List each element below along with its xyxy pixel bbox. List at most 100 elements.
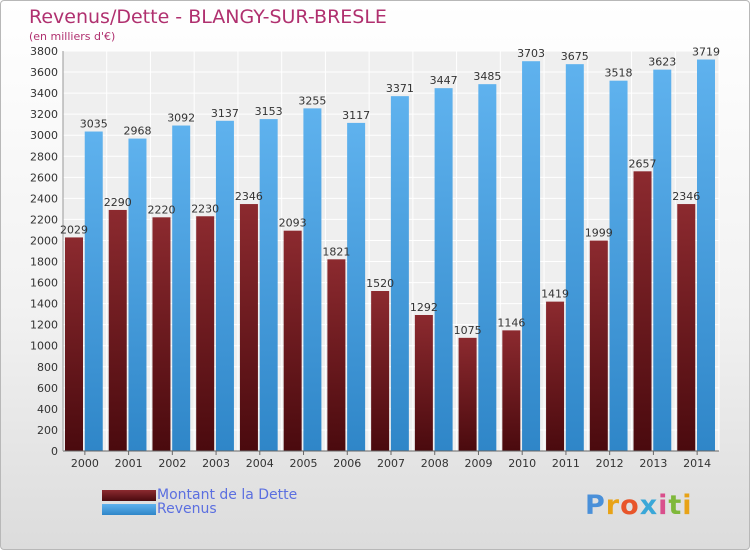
y-tick-label: 3600 <box>30 66 58 79</box>
data-label-debt: 2346 <box>672 190 700 203</box>
x-tick-label: 2011 <box>552 457 580 470</box>
y-tick-label: 3200 <box>30 108 58 121</box>
x-tick-label: 2001 <box>115 457 143 470</box>
legend-label-debt: Montant de la Dette <box>157 487 298 503</box>
y-tick-label: 2800 <box>30 150 58 163</box>
data-label-debt: 1075 <box>454 324 482 337</box>
x-tick-label: 2013 <box>639 457 667 470</box>
y-tick-label: 2600 <box>30 171 58 184</box>
data-label-revenue: 3371 <box>386 82 414 95</box>
legend-item-debt: Montant de la Dette <box>102 487 298 503</box>
chart-title: Revenus/Dette - BLANGY-SUR-BRESLE <box>29 6 387 28</box>
proxiti-logo: Proxiti <box>585 490 693 521</box>
bars-layer <box>65 59 715 452</box>
data-label-revenue: 3137 <box>211 107 239 120</box>
data-label-debt: 1419 <box>541 288 569 301</box>
bar-debt <box>108 209 127 451</box>
data-label-revenue: 3703 <box>517 47 545 60</box>
y-tick-label: 800 <box>37 361 58 374</box>
y-tick-label: 2200 <box>30 213 58 226</box>
data-label-revenue: 3447 <box>430 74 458 87</box>
data-label-revenue: 3623 <box>648 56 676 69</box>
data-label-revenue: 3485 <box>473 70 501 83</box>
bar-revenue <box>390 96 409 451</box>
bar-revenue <box>565 64 584 451</box>
data-label-debt: 2657 <box>629 157 657 170</box>
data-label-debt: 2220 <box>147 203 175 216</box>
y-tick-label: 2000 <box>30 234 58 247</box>
y-tick-label: 3800 <box>30 45 58 58</box>
bar-revenue <box>215 120 234 451</box>
x-tick-label: 2007 <box>377 457 405 470</box>
bar-debt <box>327 259 346 451</box>
bar-debt <box>546 301 565 451</box>
x-tick-label: 2014 <box>683 457 711 470</box>
x-tick-label: 2005 <box>290 457 318 470</box>
chart-subtitle: (en milliers d'€) <box>29 30 116 43</box>
bar-debt <box>502 330 521 451</box>
bar-debt <box>65 237 83 451</box>
y-tick-label: 3000 <box>30 129 58 142</box>
data-label-revenue: 3035 <box>80 118 108 131</box>
y-tick-label: 200 <box>37 424 58 437</box>
x-tick-label: 2009 <box>464 457 492 470</box>
y-tick-label: 0 <box>51 445 58 458</box>
x-tick-label: 2006 <box>333 457 361 470</box>
bar-revenue <box>478 84 497 451</box>
bar-revenue <box>347 122 366 451</box>
data-label-debt: 1520 <box>366 277 394 290</box>
y-tick-label: 3400 <box>30 87 58 100</box>
data-label-debt: 1999 <box>585 227 613 240</box>
bar-debt <box>283 230 302 451</box>
bar-debt <box>677 204 696 451</box>
data-label-revenue: 3117 <box>342 109 370 122</box>
y-tick-label: 1200 <box>30 319 58 332</box>
y-tick-label: 1000 <box>30 340 58 353</box>
data-label-debt: 1292 <box>410 301 438 314</box>
y-tick-label: 1400 <box>30 298 58 311</box>
y-tick-label: 1600 <box>30 277 58 290</box>
x-tick-label: 2002 <box>158 457 186 470</box>
labels-layer: 2029 3035 2290 2968 2220 3092 2230 3137 2346 3153… <box>60 46 720 337</box>
data-label-debt: 2230 <box>191 202 219 215</box>
x-tick-label: 2008 <box>421 457 449 470</box>
bar-revenue <box>522 61 541 452</box>
logo-letter: x <box>639 490 659 521</box>
bar-revenue <box>697 59 715 452</box>
data-label-revenue: 3719 <box>692 46 720 59</box>
data-label-debt: 1821 <box>322 245 350 258</box>
bar-revenue <box>653 69 672 451</box>
data-label-debt: 2346 <box>235 190 263 203</box>
bar-debt <box>414 315 433 451</box>
data-label-revenue: 3675 <box>561 50 589 63</box>
logo-letter: P <box>585 490 606 521</box>
bar-revenue <box>84 131 103 452</box>
bar-revenue <box>259 119 278 452</box>
x-tick-label: 2004 <box>246 457 274 470</box>
bar-debt <box>633 171 652 451</box>
data-label-revenue: 2968 <box>123 125 151 138</box>
bar-debt <box>196 216 215 451</box>
logo-letter: t <box>668 490 683 521</box>
y-tick-label: 600 <box>37 382 58 395</box>
data-label-debt: 2093 <box>279 217 307 230</box>
legend-item-revenue: Revenus <box>102 501 217 517</box>
x-tick-label: 2003 <box>202 457 230 470</box>
data-label-revenue: 3255 <box>298 94 326 107</box>
bar-debt <box>239 204 258 451</box>
bar-revenue <box>128 138 147 451</box>
data-label-debt: 2290 <box>104 196 132 209</box>
logo-letter: r <box>605 490 621 521</box>
axes-layer: 0 200 400 600 800 1000 1200 1400 1600 1800 2000 220… <box>30 45 719 470</box>
data-label-revenue: 3153 <box>255 105 283 118</box>
y-tick-label: 400 <box>37 403 58 416</box>
bar-debt <box>458 337 477 451</box>
bar-debt <box>371 291 390 451</box>
logo-letter: i <box>682 490 693 521</box>
bar-debt <box>152 217 171 451</box>
data-label-revenue: 3092 <box>167 112 195 125</box>
x-tick-label: 2010 <box>508 457 536 470</box>
y-tick-label: 2400 <box>30 192 58 205</box>
bar-revenue <box>609 80 628 452</box>
